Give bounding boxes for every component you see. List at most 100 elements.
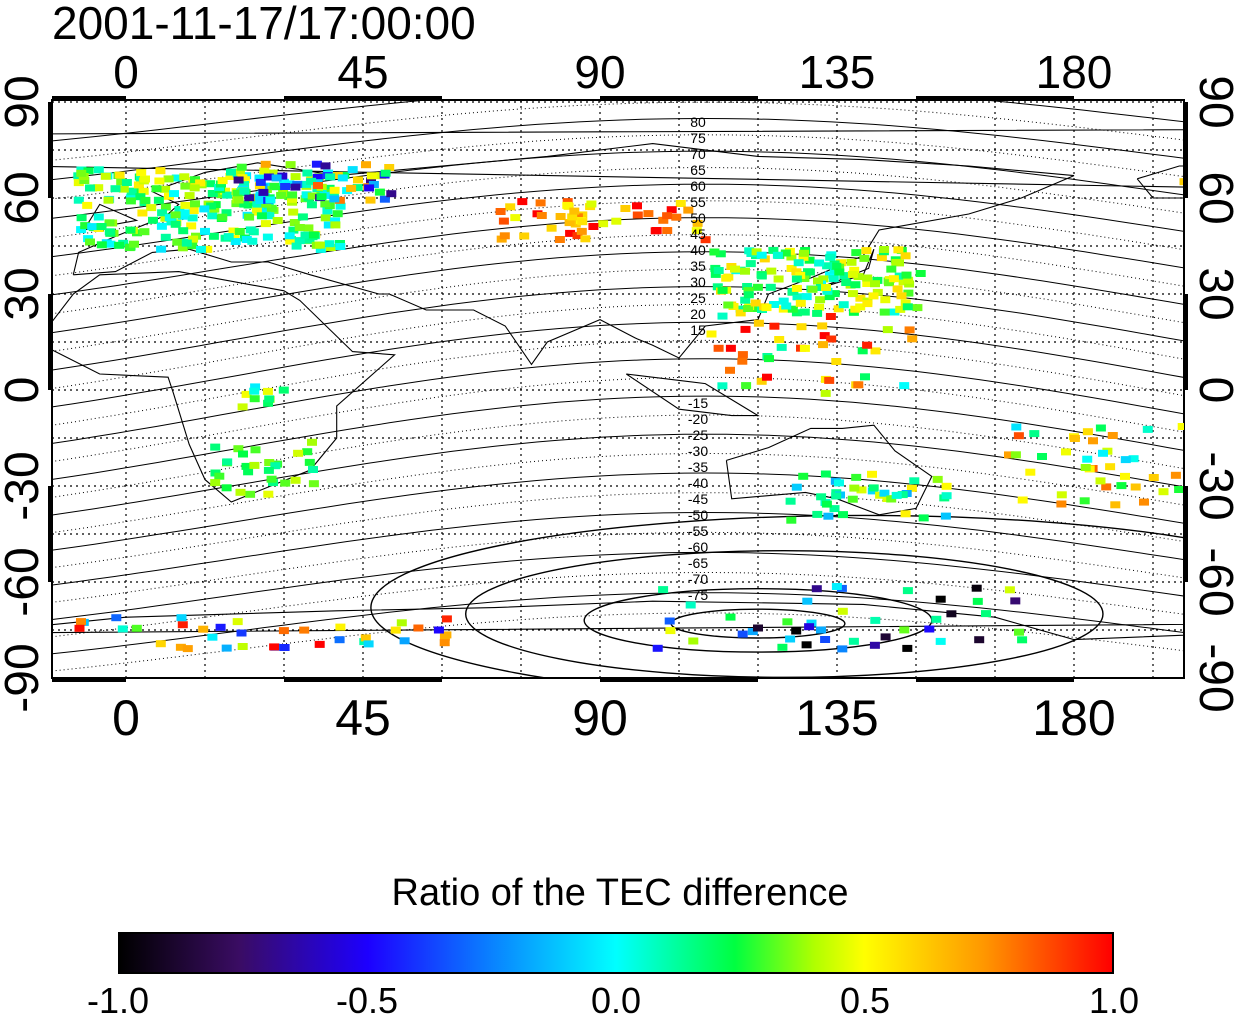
tec-patch <box>826 335 837 343</box>
tec-patch <box>848 637 859 645</box>
tec-patch <box>439 639 450 647</box>
tec-patch <box>293 449 304 457</box>
tec-patch <box>1120 472 1130 480</box>
tec-patch <box>880 633 891 641</box>
tec-patch <box>245 226 256 234</box>
tec-patch <box>1017 496 1028 504</box>
tec-patch <box>330 217 341 225</box>
tec-patch <box>747 628 758 636</box>
contour-line <box>52 286 1184 371</box>
tec-patch <box>238 450 248 458</box>
tec-patch <box>807 285 818 293</box>
tec-patch <box>300 231 311 239</box>
tec-patch <box>353 176 363 184</box>
lat-tick-right: -60 <box>1189 547 1240 616</box>
tec-patch <box>815 296 826 304</box>
contour-label: 30 <box>690 274 706 290</box>
tec-patch <box>781 302 792 310</box>
tec-patch <box>301 191 312 199</box>
tec-map: 8075706560555045403530252015-15-20-25-30… <box>0 46 1240 746</box>
tec-patch <box>971 584 982 592</box>
tec-patch <box>839 272 850 280</box>
tec-patch <box>741 382 752 390</box>
tec-patch <box>255 178 266 186</box>
tec-patch <box>131 624 142 632</box>
tec-patch <box>940 512 951 520</box>
map-title: 2001-11-17/17:00:00 <box>52 0 476 49</box>
tec-patch <box>249 395 260 403</box>
tec-patch <box>264 395 275 403</box>
tec-patch <box>802 597 813 605</box>
tec-patch <box>329 195 340 203</box>
tec-patch <box>169 190 179 198</box>
tec-patch <box>225 173 236 180</box>
contour-label: -55 <box>688 523 708 539</box>
tec-patch <box>753 319 764 327</box>
tec-patch <box>904 280 915 288</box>
tec-patch <box>846 258 857 266</box>
tec-patch <box>818 275 829 283</box>
tec-patch <box>569 207 580 215</box>
tec-patch <box>180 201 191 209</box>
tec-patch <box>725 613 736 621</box>
tec-patch <box>580 235 591 243</box>
tec-patch <box>177 621 188 629</box>
tec-patch <box>360 634 371 642</box>
tec-patch <box>889 308 900 316</box>
tec-patch <box>572 213 583 221</box>
tec-patch <box>902 303 913 311</box>
contour-label: 80 <box>690 114 706 130</box>
contour-label: -70 <box>688 571 708 587</box>
tec-patch <box>308 466 318 473</box>
tec-patch <box>148 216 158 224</box>
lon-tick-bottom: 135 <box>795 690 878 746</box>
coastline <box>52 600 1184 641</box>
tec-patch <box>196 245 206 253</box>
lon-tick-top: 135 <box>799 46 876 98</box>
tec-patch <box>214 472 225 480</box>
tec-patch <box>241 236 252 243</box>
tec-patch <box>740 267 750 275</box>
tec-patch <box>773 275 784 283</box>
tec-patch <box>272 217 283 224</box>
tec-patch <box>752 283 763 291</box>
tec-patch <box>665 627 676 635</box>
tec-patch <box>121 179 132 186</box>
contour-line <box>52 433 1184 516</box>
tec-patch <box>662 227 673 234</box>
tec-patch <box>632 202 642 210</box>
tec-patch <box>891 258 902 266</box>
contour-label: -25 <box>688 427 708 443</box>
tec-patch <box>79 177 90 184</box>
tec-patch <box>899 382 910 390</box>
tick-bar-top <box>600 96 758 101</box>
tec-patch <box>294 224 305 231</box>
tec-patch <box>138 187 149 195</box>
tec-patch <box>76 214 87 222</box>
tec-patch <box>912 304 923 312</box>
graticule <box>52 100 1184 678</box>
tec-patch <box>735 305 746 313</box>
tec-patch <box>198 625 209 633</box>
tec-patch <box>853 273 864 281</box>
tec-patch <box>761 304 772 312</box>
tec-patch <box>188 207 199 214</box>
tec-patch <box>277 172 288 180</box>
tec-patch <box>316 193 327 201</box>
contour-label: 65 <box>690 162 706 178</box>
tec-patch <box>740 325 751 333</box>
tec-patch <box>105 240 116 248</box>
tec-patch <box>380 169 391 177</box>
tec-patch <box>170 211 181 219</box>
tec-patch <box>96 241 107 249</box>
tec-patch <box>904 326 915 334</box>
tec-patch <box>632 211 643 219</box>
tec-patch <box>334 636 345 644</box>
tec-patch <box>146 204 157 212</box>
tec-patch <box>1029 430 1040 438</box>
tec-patch <box>160 203 171 211</box>
tec-patch <box>798 472 809 480</box>
tec-patch <box>379 195 390 203</box>
contour-label: -75 <box>688 587 708 603</box>
tec-patch <box>363 640 374 648</box>
